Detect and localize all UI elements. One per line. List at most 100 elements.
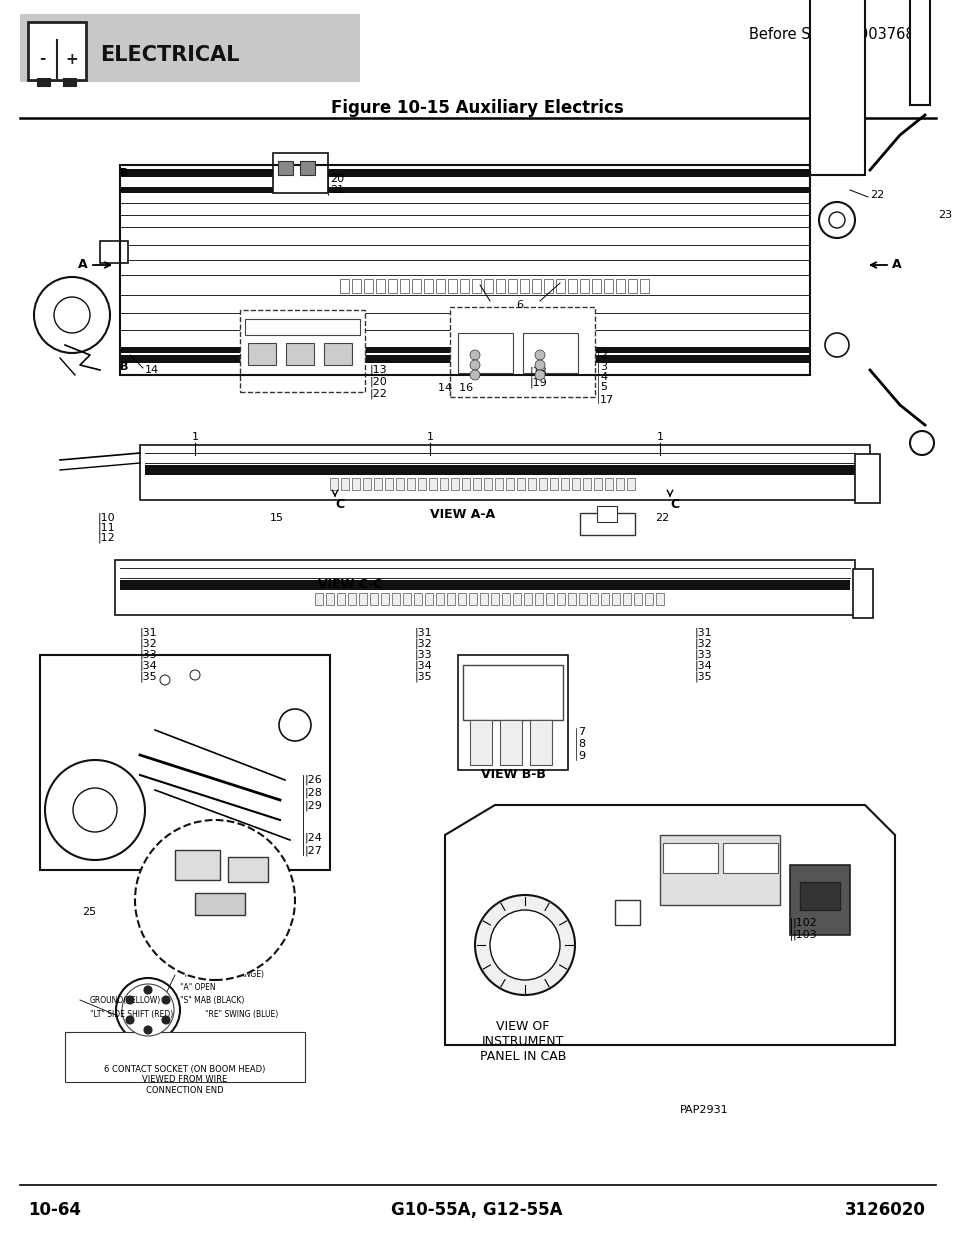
Text: Figure 10-15 Auxiliary Electrics: Figure 10-15 Auxiliary Electrics [331, 99, 622, 117]
Circle shape [162, 995, 170, 1004]
Circle shape [162, 1016, 170, 1024]
Text: |34: |34 [140, 661, 157, 672]
Bar [530, 720, 552, 764]
Text: Before S/N 0160037689: Before S/N 0160037689 [748, 27, 923, 42]
Bar [538, 478, 546, 490]
Bar [64, 78, 76, 86]
Bar [407, 478, 415, 490]
Circle shape [54, 296, 90, 333]
Bar [470, 720, 492, 764]
Circle shape [116, 978, 180, 1042]
Bar [513, 593, 520, 605]
Bar [326, 593, 334, 605]
Circle shape [73, 788, 117, 832]
Text: |33: |33 [140, 650, 157, 661]
Text: |31: |31 [140, 627, 157, 638]
Bar [507, 279, 517, 293]
Text: 1: 1 [192, 432, 198, 442]
Bar [592, 279, 600, 293]
Bar [429, 478, 436, 490]
Text: |32: |32 [415, 638, 433, 650]
Bar [532, 279, 540, 293]
Bar [402, 593, 411, 605]
Circle shape [34, 277, 110, 353]
Text: G10-55A, G12-55A: G10-55A, G12-55A [391, 1200, 562, 1219]
Text: |28: |28 [305, 788, 322, 798]
Bar [567, 593, 576, 605]
Text: -: - [39, 52, 45, 67]
Bar [363, 478, 371, 490]
Bar [451, 478, 458, 490]
Bar [447, 593, 455, 605]
Text: A: A [891, 258, 901, 272]
Bar [392, 593, 399, 605]
Bar [852, 569, 872, 618]
Bar [299, 161, 314, 175]
Text: |20: |20 [370, 377, 387, 388]
Bar [145, 466, 854, 475]
Text: |27: |27 [305, 846, 322, 856]
Bar [448, 279, 456, 293]
Text: |32: |32 [695, 638, 712, 650]
Text: "S" MAB (BLACK): "S" MAB (BLACK) [180, 997, 244, 1005]
Bar [579, 279, 588, 293]
Bar [140, 445, 869, 500]
Text: "A" OPEN: "A" OPEN [180, 983, 215, 993]
Bar [644, 593, 652, 605]
Circle shape [475, 895, 575, 995]
Bar [634, 593, 641, 605]
Text: 17: 17 [599, 395, 614, 405]
Bar [582, 478, 590, 490]
Circle shape [126, 995, 133, 1004]
Circle shape [45, 760, 145, 860]
Text: |13: |13 [370, 364, 387, 375]
Bar [358, 593, 367, 605]
Bar [854, 454, 879, 503]
Text: 14: 14 [145, 366, 159, 375]
Bar [483, 279, 493, 293]
Text: |29: |29 [305, 800, 322, 811]
Text: VIEW B-B: VIEW B-B [480, 768, 545, 782]
Bar [38, 78, 50, 86]
Bar [375, 279, 385, 293]
Bar [491, 593, 498, 605]
Text: |33: |33 [695, 650, 712, 661]
Bar [174, 850, 220, 881]
Text: 6: 6 [516, 300, 523, 310]
Text: |24: |24 [305, 832, 322, 844]
Bar [604, 478, 613, 490]
Bar [499, 720, 521, 764]
Bar [597, 506, 617, 522]
Text: 25: 25 [82, 906, 96, 918]
Text: 6 CONTACT SOCKET (ON BOOM HEAD)
VIEWED FROM WIRE
CONNECTION END: 6 CONTACT SOCKET (ON BOOM HEAD) VIEWED F… [104, 1065, 265, 1094]
Bar [414, 593, 421, 605]
Text: 14  16: 14 16 [437, 383, 473, 393]
Circle shape [909, 431, 933, 454]
Circle shape [144, 986, 152, 994]
Bar [120, 169, 809, 177]
Text: |10: |10 [98, 513, 115, 524]
Bar [522, 333, 578, 373]
Circle shape [490, 910, 559, 981]
Bar [286, 343, 314, 366]
Bar [273, 153, 328, 193]
Bar [519, 279, 529, 293]
Text: |35: |35 [415, 672, 432, 682]
Bar [517, 478, 524, 490]
Bar [277, 161, 293, 175]
Text: |35: |35 [140, 672, 157, 682]
Text: 8: 8 [578, 739, 584, 748]
Bar [339, 279, 349, 293]
Bar [626, 478, 635, 490]
Bar [65, 1032, 305, 1082]
Bar [388, 279, 396, 293]
Bar [479, 593, 488, 605]
Bar [40, 655, 330, 869]
Text: |11: |11 [98, 522, 115, 534]
Bar [348, 593, 355, 605]
Bar [412, 279, 420, 293]
Bar [120, 347, 809, 353]
Bar [627, 279, 637, 293]
Bar [457, 593, 465, 605]
Bar [789, 864, 849, 935]
